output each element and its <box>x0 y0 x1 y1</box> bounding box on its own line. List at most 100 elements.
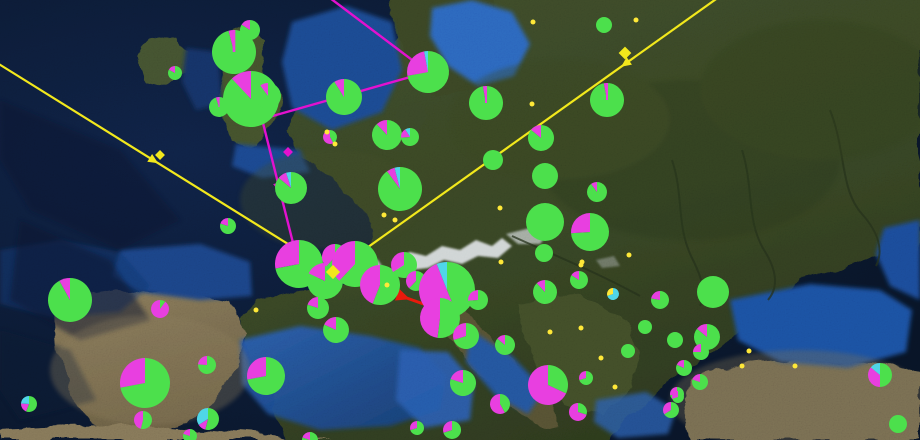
pie-marker[interactable] <box>692 374 708 391</box>
pie-slice-green[interactable] <box>140 411 153 429</box>
pie-slice-magenta[interactable] <box>528 365 567 406</box>
pie-marker[interactable] <box>697 276 729 308</box>
pie-slice-cyan[interactable] <box>405 128 410 137</box>
pie-slice-magenta[interactable] <box>151 300 169 318</box>
pie-slice-magenta[interactable] <box>468 290 478 301</box>
pie-slice-magenta[interactable] <box>676 359 684 368</box>
pie-marker[interactable] <box>323 317 350 343</box>
pie-slice-green[interactable] <box>495 335 516 355</box>
pie-slice-magenta[interactable] <box>497 335 505 345</box>
pie-slice-magenta[interactable] <box>453 323 466 341</box>
pie-marker[interactable] <box>183 429 198 440</box>
pie-slice-magenta[interactable] <box>401 129 410 138</box>
pie-marker[interactable] <box>526 203 564 241</box>
pie-marker[interactable] <box>247 357 285 395</box>
pie-marker[interactable] <box>579 371 593 386</box>
pie-slice-green[interactable] <box>407 51 449 94</box>
pie-marker[interactable] <box>21 396 38 413</box>
pie-slice-magenta[interactable] <box>334 79 344 97</box>
pie-slice-magenta[interactable] <box>322 244 335 267</box>
pie-slice-magenta[interactable] <box>443 421 452 433</box>
pie-marker[interactable] <box>676 359 693 376</box>
pie-slice-cyan[interactable] <box>436 262 447 290</box>
pie-marker[interactable] <box>255 83 282 109</box>
pie-slice-magenta[interactable] <box>672 391 678 399</box>
pie-slice-magenta[interactable] <box>324 317 336 330</box>
pie-slice-magenta[interactable] <box>307 297 318 308</box>
pie-marker[interactable] <box>302 432 318 440</box>
pie-slice-magenta[interactable] <box>228 30 234 52</box>
pie-slice-cyan[interactable] <box>286 172 291 188</box>
pie-slice-green[interactable] <box>579 371 593 386</box>
pie-slice-green[interactable] <box>401 128 419 147</box>
pie-slice-magenta[interactable] <box>241 20 250 30</box>
pie-slice-green[interactable] <box>548 365 568 394</box>
pie-slice-cyan[interactable] <box>394 167 400 189</box>
pie-slice-magenta[interactable] <box>198 356 207 365</box>
pie-slice-green[interactable] <box>255 83 282 109</box>
pie-slice-green[interactable] <box>212 30 256 75</box>
pie-slice-green[interactable] <box>378 167 423 212</box>
pie-marker[interactable] <box>606 288 619 300</box>
pie-marker[interactable] <box>168 66 183 80</box>
pie-slice-green[interactable] <box>571 213 609 252</box>
pie-marker[interactable] <box>569 403 588 422</box>
pie-marker[interactable] <box>134 411 153 429</box>
pie-slice-magenta[interactable] <box>591 182 597 192</box>
pie-marker[interactable] <box>197 408 220 431</box>
pie-slice-magenta[interactable] <box>387 167 400 189</box>
pie-slice-green[interactable] <box>453 323 480 350</box>
pie-slice-green[interactable] <box>393 252 418 279</box>
pie-marker[interactable] <box>401 128 419 147</box>
pie-marker[interactable] <box>667 332 683 348</box>
pie-marker[interactable] <box>483 150 503 170</box>
pie-slice-magenta[interactable] <box>391 252 404 272</box>
pie-slice-magenta[interactable] <box>693 344 701 352</box>
pie-slice-green[interactable] <box>483 150 503 170</box>
pie-slice-magenta[interactable] <box>168 66 175 73</box>
pie-slice-green[interactable] <box>160 300 166 309</box>
pie-slice-magenta[interactable] <box>198 419 208 430</box>
pie-slice-green[interactable] <box>443 421 461 439</box>
pie-slice-magenta[interactable] <box>376 120 387 135</box>
pie-slice-magenta[interactable] <box>134 411 143 429</box>
pie-marker[interactable] <box>528 365 568 406</box>
pie-slice-magenta[interactable] <box>183 429 190 436</box>
pie-marker[interactable] <box>443 421 461 439</box>
pie-marker[interactable] <box>407 51 449 94</box>
pie-slice-magenta[interactable] <box>579 371 586 381</box>
pie-slice-green[interactable] <box>638 320 652 334</box>
pie-slice-magenta[interactable] <box>692 374 700 382</box>
pie-slice-magenta[interactable] <box>530 125 541 138</box>
pie-slice-green[interactable] <box>447 262 476 317</box>
pie-marker[interactable] <box>596 17 612 33</box>
pie-slice-magenta[interactable] <box>119 358 145 388</box>
pie-marker[interactable] <box>535 244 553 262</box>
pie-slice-green[interactable] <box>410 421 425 436</box>
pie-slice-green[interactable] <box>672 391 685 403</box>
pie-slice-green[interactable] <box>664 402 679 418</box>
pie-marker[interactable] <box>621 344 635 358</box>
pie-slice-green[interactable] <box>450 370 477 397</box>
pie-slice-green[interactable] <box>437 298 461 339</box>
pie-slice-magenta[interactable] <box>260 83 268 96</box>
pie-slice-magenta[interactable] <box>21 403 29 412</box>
pie-slice-green[interactable] <box>535 244 553 262</box>
pie-slice-green[interactable] <box>526 203 564 241</box>
pie-slice-magenta[interactable] <box>410 421 417 431</box>
connection-yellow-west[interactable] <box>0 61 335 274</box>
hub-node[interactable] <box>283 147 293 157</box>
pie-slice-magenta[interactable] <box>663 402 671 415</box>
pie-slice-green[interactable] <box>239 20 260 40</box>
pie-marker[interactable] <box>663 402 679 418</box>
pie-marker[interactable] <box>410 421 425 436</box>
pie-marker[interactable] <box>489 394 510 415</box>
pie-marker[interactable] <box>570 271 588 289</box>
pie-marker[interactable] <box>867 363 892 387</box>
pie-slice-magenta[interactable] <box>696 324 707 337</box>
pie-slice-magenta[interactable] <box>571 271 579 280</box>
pie-slice-green[interactable] <box>676 360 693 376</box>
pie-marker[interactable] <box>468 290 488 310</box>
pie-slice-magenta[interactable] <box>302 432 310 440</box>
